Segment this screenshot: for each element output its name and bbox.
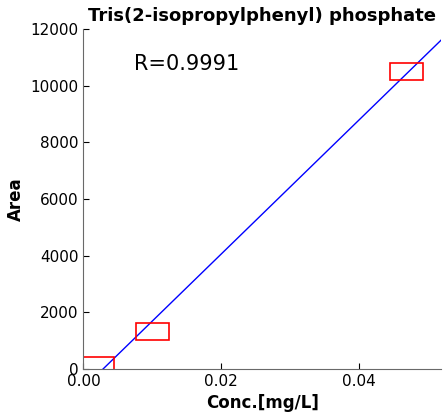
Y-axis label: Area: Area xyxy=(7,177,25,221)
Text: R=0.9991: R=0.9991 xyxy=(134,54,239,74)
Title: Tris(2-isopropylphenyl) phosphate: Tris(2-isopropylphenyl) phosphate xyxy=(88,7,436,25)
X-axis label: Conc.[mg/L]: Conc.[mg/L] xyxy=(206,394,319,412)
Bar xyxy=(136,323,169,340)
Bar xyxy=(81,357,114,374)
Bar xyxy=(390,63,423,80)
